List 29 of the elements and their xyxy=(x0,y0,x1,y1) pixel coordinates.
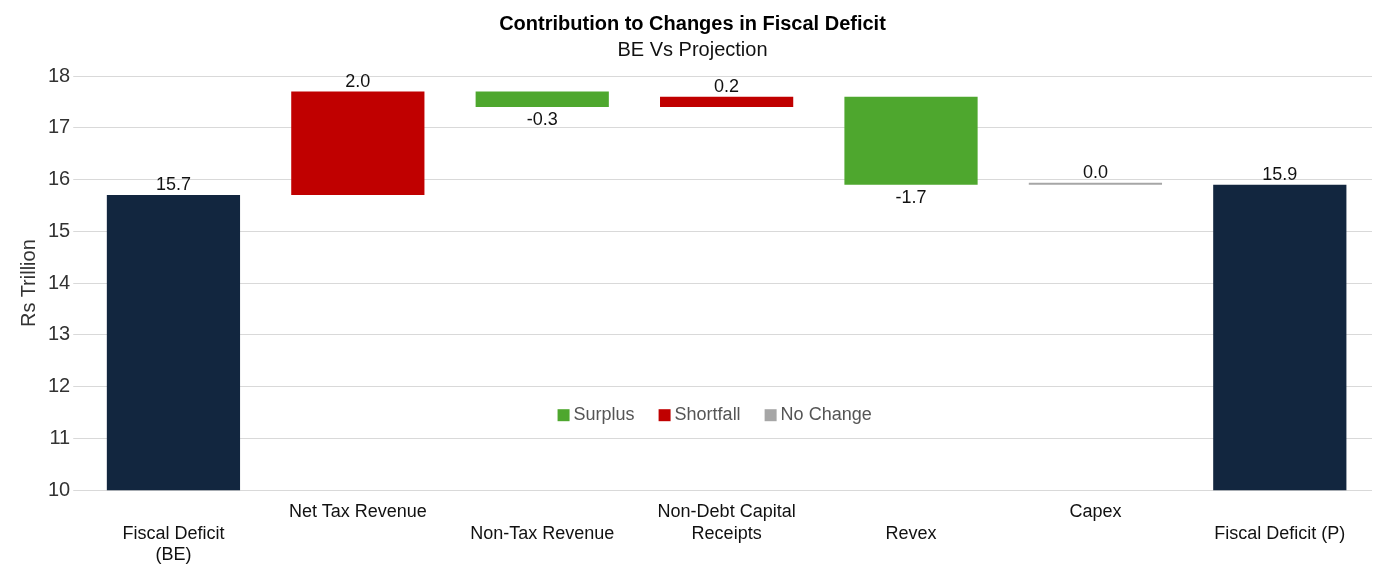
data-label: 2.0 xyxy=(345,70,371,91)
legend-label: Shortfall xyxy=(674,404,741,425)
y-tick-label: 12 xyxy=(48,374,71,397)
legend-label: No Change xyxy=(780,404,872,425)
chart-title: Contribution to Changes in Fiscal Deficit xyxy=(499,11,887,34)
y-tick-label: 17 xyxy=(48,115,71,138)
x-tick-label: Fiscal Deficit (P) xyxy=(1214,522,1346,543)
chart-subtitle: BE Vs Projection xyxy=(617,37,768,60)
data-label: -0.3 xyxy=(526,109,558,130)
y-tick-label: 16 xyxy=(48,167,71,190)
x-tick-label: Fiscal Deficit (BE) xyxy=(122,522,225,565)
x-tick-label: Revex xyxy=(885,522,937,543)
data-label: 15.9 xyxy=(1262,163,1298,184)
x-tick-label: Non-Tax Revenue xyxy=(470,522,615,543)
x-tick-label: Capex xyxy=(1069,500,1122,521)
y-tick-label: 14 xyxy=(48,270,71,293)
x-tick-label: Net Tax Revenue xyxy=(288,500,427,521)
y-tick-label: 18 xyxy=(48,63,71,86)
y-axis-title: Rs Trillion xyxy=(16,239,39,327)
legend-label: Surplus xyxy=(573,404,635,425)
y-tick-label: 15 xyxy=(48,218,71,241)
data-label: 15.7 xyxy=(155,174,191,195)
data-label: -1.7 xyxy=(895,186,927,207)
y-tick-label: 10 xyxy=(48,477,71,500)
x-tick-label: Non-Debt Capital Receipts xyxy=(657,500,796,543)
data-label: 0.2 xyxy=(714,75,740,96)
data-label: 0.0 xyxy=(1082,161,1108,182)
y-tick-label: 11 xyxy=(49,425,71,448)
y-tick-label: 13 xyxy=(48,322,71,345)
